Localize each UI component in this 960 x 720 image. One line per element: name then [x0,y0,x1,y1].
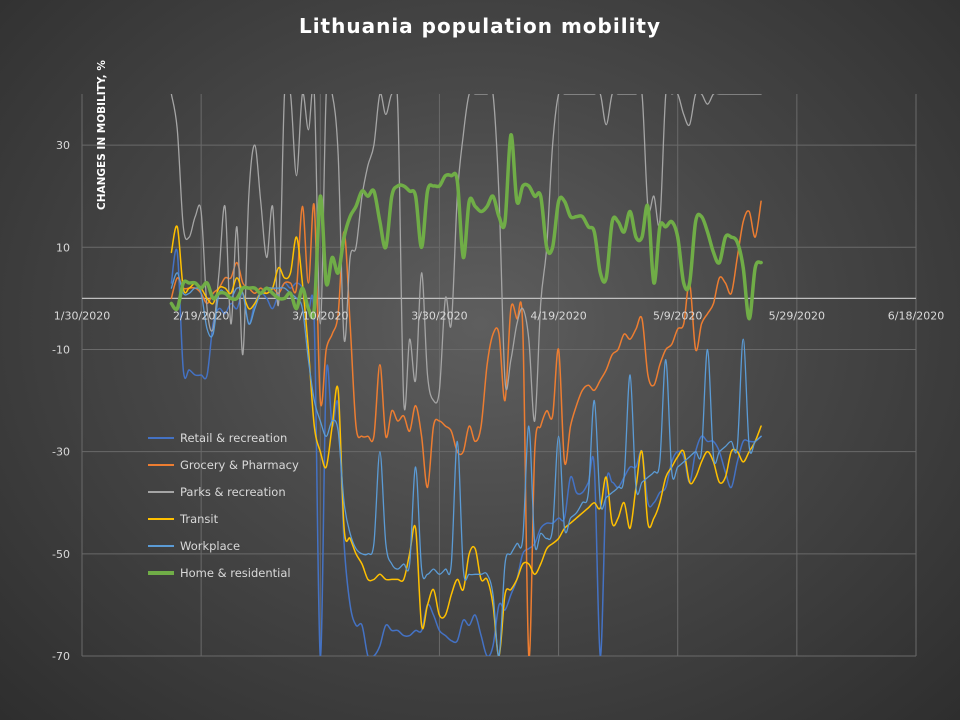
legend-label: Parks & recreation [180,484,286,499]
legend-swatch [148,570,174,575]
x-tick-label: 3/10/2020 [292,309,348,322]
legend-item: Parks & recreation [148,478,318,505]
legend-swatch [148,544,174,547]
series-group [169,94,763,656]
legend-swatch [148,490,174,493]
y-tick-label: 30 [56,139,70,152]
series-line-workplace [170,272,762,656]
series-line-grocery-pharmacy [170,200,762,656]
series-line-home-residential [169,133,763,321]
legend-label: Grocery & Pharmacy [180,457,299,472]
legend-swatch [148,463,174,466]
legend-swatch [148,436,174,439]
legend-label: Home & residential [180,565,291,580]
x-tick-label: 1/30/2020 [54,309,110,322]
legend-swatch [148,517,174,520]
x-tick-label: 2/19/2020 [173,309,229,322]
y-tick-label: -30 [52,446,70,459]
y-tick-label: -50 [52,548,70,561]
y-tick-label: -10 [52,343,70,356]
x-tick-label: 5/29/2020 [769,309,825,322]
y-tick-label: -70 [52,650,70,663]
legend-label: Retail & recreation [180,430,288,445]
x-tick-label: 3/30/2020 [411,309,467,322]
legend-item: Transit [148,505,318,532]
x-tick-label: 6/18/2020 [888,309,944,322]
legend-item: Home & residential [148,559,318,586]
tick-labels: 30 10 -10 -30 -50 -70 1/30/2020 2/19/2020 3/10/2… [52,139,944,663]
legend-item: Grocery & Pharmacy [148,451,318,478]
grid [81,94,917,657]
series-line-parks-recreation [170,94,762,422]
series-line-retail-recreation [170,248,762,656]
x-tick-label: 4/19/2020 [530,309,586,322]
legend-label: Transit [180,511,219,526]
legend: Retail & recreation Grocery & Pharmacy Par… [148,424,318,586]
legend-item: Retail & recreation [148,424,318,451]
x-tick-label: 5/9/2020 [653,309,702,322]
y-tick-label: 10 [56,241,70,254]
legend-label: Workplace [180,538,241,553]
legend-item: Workplace [148,532,318,559]
chart-title: Lithuania population mobility [298,14,662,38]
